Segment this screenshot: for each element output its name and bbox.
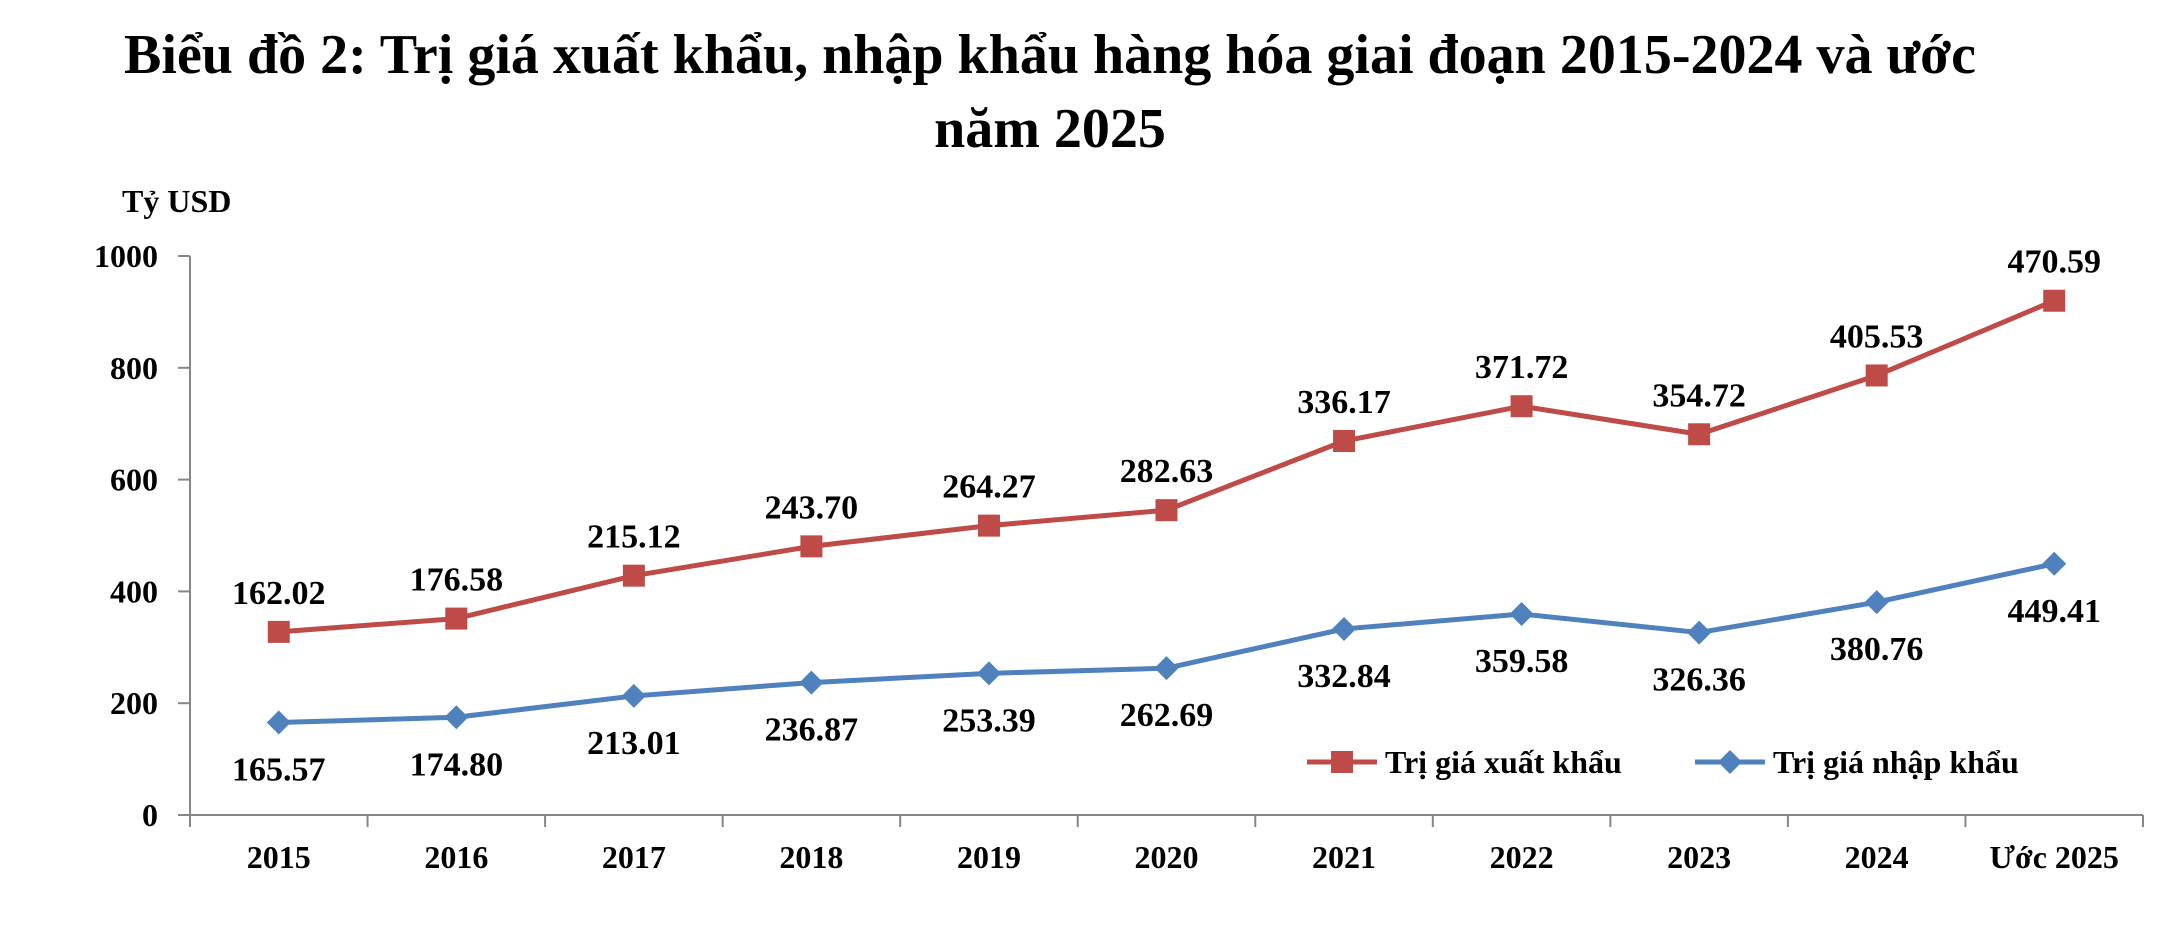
x-tick-label: 2021 [1312, 839, 1376, 875]
import-data-label: 213.01 [587, 725, 681, 762]
chart-title: Biểu đồ 2: Trị giá xuất khẩu, nhập khẩu … [0, 18, 2100, 166]
y-tick-label: 0 [142, 797, 158, 833]
legend-export-label: Trị giá xuất khẩu [1385, 744, 1622, 780]
chart-title-line2: năm 2025 [934, 98, 1166, 160]
export-data-label: 176.58 [410, 562, 504, 599]
export-point [267, 620, 290, 643]
y-tick-label: 800 [110, 350, 158, 386]
x-tick-label: 2024 [1845, 839, 1909, 875]
x-tick-label: 2017 [602, 839, 666, 875]
export-point [1865, 364, 1888, 387]
x-tick-label: Ước 2025 [1990, 839, 2119, 875]
import-point [799, 670, 824, 695]
legend-import-marker [1718, 750, 1742, 774]
export-data-label: 405.53 [1830, 318, 1924, 355]
export-data-label: 371.72 [1475, 349, 1569, 386]
legend-import-label: Trị giá nhập khẩu [1773, 744, 2019, 780]
y-tick-label: 600 [110, 462, 158, 498]
axes: 0 200 400 600 800 1000 2015 2016 2017 2018 2019 202… [94, 183, 2144, 875]
import-point [2042, 551, 2067, 576]
import-data-label: 262.69 [1120, 697, 1214, 734]
export-point [1688, 423, 1711, 446]
x-tick-label: 2019 [957, 839, 1021, 875]
data-labels: 162.02 176.58 215.12 243.70 264.27 282.63 336.… [232, 244, 2101, 789]
export-data-label: 354.72 [1652, 377, 1746, 414]
import-point [621, 683, 646, 708]
import-data-label: 174.80 [410, 746, 504, 783]
export-point [977, 514, 1000, 537]
import-point [1509, 601, 1534, 626]
chart-title-line1: Biểu đồ 2: Trị giá xuất khẩu, nhập khẩu … [124, 24, 1976, 86]
export-data-label: 336.17 [1297, 384, 1391, 421]
x-tick-label: 2016 [424, 839, 488, 875]
import-data-label: 165.57 [232, 751, 326, 788]
x-tick-label: 2018 [779, 839, 843, 875]
import-point [444, 705, 469, 730]
export-data-label: 470.59 [2007, 244, 2101, 281]
x-tick-label: 2015 [247, 839, 311, 875]
export-point [1155, 499, 1178, 522]
import-point [976, 661, 1001, 686]
import-point [1332, 616, 1357, 641]
y-tick-label: 400 [110, 573, 158, 609]
export-point [1333, 430, 1356, 453]
import-data-label: 449.41 [2007, 593, 2101, 630]
export-data-label: 282.63 [1120, 453, 1214, 490]
legend-export-marker [1331, 751, 1353, 773]
import-data-label: 326.36 [1652, 662, 1746, 699]
export-point [800, 535, 823, 558]
y-axis-title: Tỷ USD [122, 183, 231, 219]
x-tick-label: 2022 [1490, 839, 1554, 875]
y-tick-label: 1000 [94, 238, 158, 274]
import-point [266, 710, 291, 735]
import-point [1687, 620, 1712, 645]
export-point [622, 564, 645, 587]
export-data-label: 162.02 [232, 575, 326, 612]
series-markers [266, 289, 2067, 735]
import-point [1154, 656, 1179, 681]
export-data-label: 243.70 [765, 489, 859, 526]
export-data-label: 215.12 [587, 519, 681, 556]
export-point [445, 607, 468, 630]
import-data-label: 359.58 [1475, 643, 1569, 680]
export-point [2043, 289, 2066, 312]
import-data-label: 380.76 [1830, 631, 1924, 668]
y-tick-label: 200 [110, 685, 158, 721]
legend: Trị giá xuất khẩu Trị giá nhập khẩu [1307, 744, 2019, 780]
x-tick-label: 2020 [1135, 839, 1199, 875]
export-point [1510, 395, 1533, 418]
import-point [1864, 590, 1889, 615]
import-data-label: 253.39 [942, 702, 1036, 739]
export-data-label: 264.27 [942, 469, 1036, 506]
import-data-label: 236.87 [765, 712, 859, 749]
import-data-label: 332.84 [1297, 658, 1391, 695]
x-tick-label: 2023 [1667, 839, 1731, 875]
